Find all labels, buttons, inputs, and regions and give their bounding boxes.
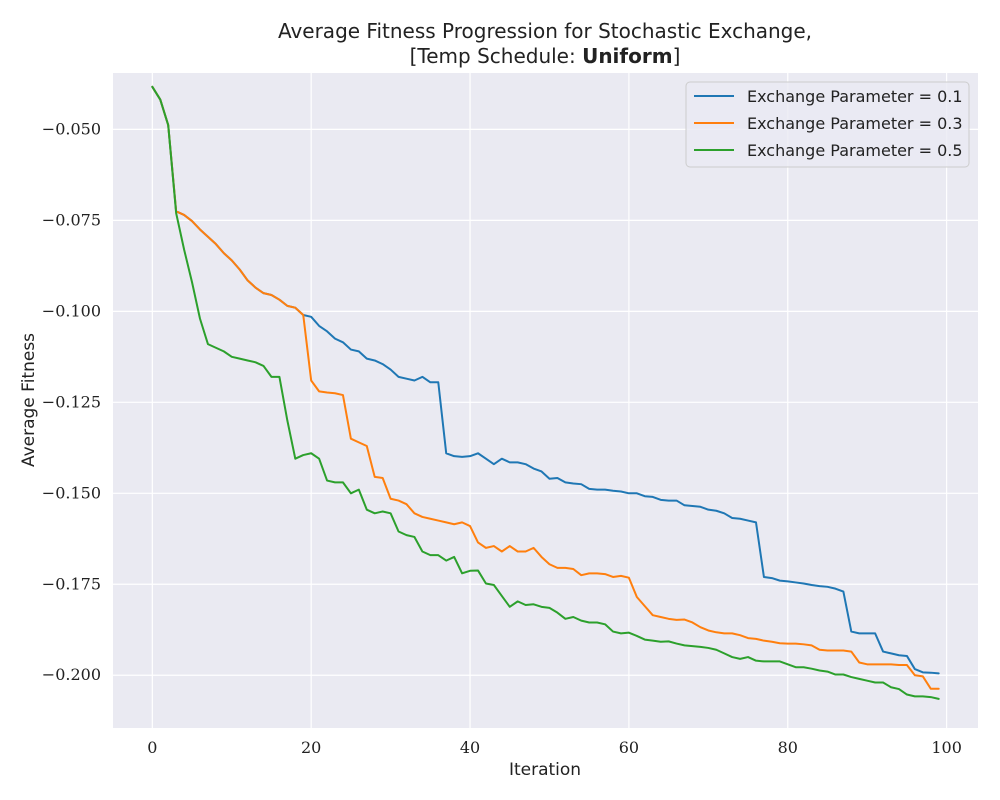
legend-box: [685, 81, 970, 168]
series-line: [151, 85, 940, 700]
series-line: [151, 85, 940, 690]
x-tick-label: 40: [460, 738, 480, 757]
y-tick-label: −0.100: [42, 301, 101, 320]
legend-label: Exchange Parameter = 0.3: [747, 114, 963, 133]
x-tick-label: 0: [147, 738, 157, 757]
x-tick-label: 20: [301, 738, 321, 757]
x-tick-label: 80: [778, 738, 798, 757]
x-tick-label: 100: [931, 738, 962, 757]
y-tick-label: −0.075: [42, 210, 101, 229]
y-tick-labels: −0.050 −0.075 −0.100 −0.125 −0.150 −0.175 −0.2…: [42, 119, 101, 684]
legend-label: Exchange Parameter = 0.1: [747, 87, 963, 106]
subtitle-prefix: [Temp Schedule:: [410, 44, 582, 68]
x-tick-labels: 0 20 40 60 80 100: [147, 738, 962, 757]
y-tick-label: −0.200: [42, 665, 101, 684]
y-tick-label: −0.150: [42, 483, 101, 502]
subtitle-suffix: ]: [673, 44, 681, 68]
plot-area: [113, 73, 978, 728]
subtitle-schedule: Uniform: [582, 44, 672, 68]
chart-title: Average Fitness Progression for Stochast…: [278, 19, 812, 43]
x-tick-label: 60: [619, 738, 639, 757]
y-tick-label: −0.050: [42, 119, 101, 138]
legend: Exchange Parameter = 0.1 Exchange Paramet…: [685, 81, 970, 168]
legend-label: Exchange Parameter = 0.5: [747, 141, 963, 160]
y-axis-label: Average Fitness: [19, 333, 39, 467]
series-lines: [151, 85, 940, 700]
y-tick-label: −0.125: [42, 392, 101, 411]
x-axis-label: Iteration: [509, 760, 581, 780]
y-tick-label: −0.175: [42, 574, 101, 593]
grid: [113, 73, 978, 728]
chart-subtitle: [Temp Schedule: Uniform]: [410, 44, 681, 68]
